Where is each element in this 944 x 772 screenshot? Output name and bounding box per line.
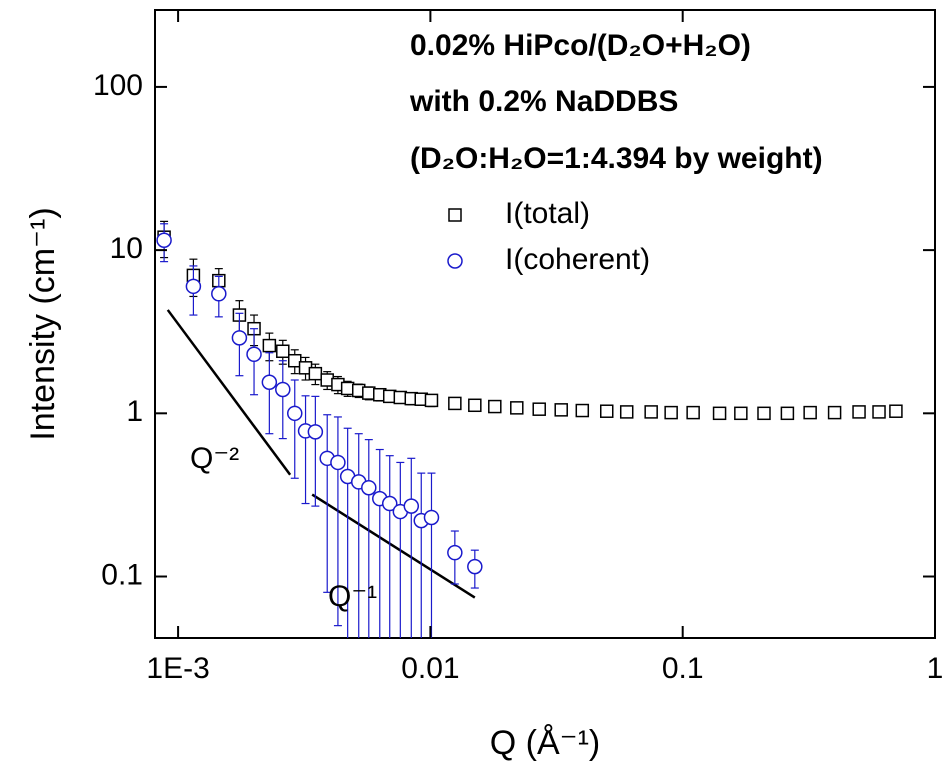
point	[423, 509, 440, 526]
point	[424, 393, 439, 408]
point	[757, 406, 771, 421]
point	[686, 405, 700, 420]
y-tick-label: 1	[126, 395, 143, 428]
point	[307, 424, 324, 440]
point	[852, 405, 866, 419]
point	[468, 398, 482, 413]
point	[510, 401, 524, 415]
point	[780, 406, 795, 421]
legend-label: I(total)	[505, 197, 590, 230]
x-tick-label: 1	[927, 652, 944, 685]
guide-line	[311, 493, 476, 599]
point	[362, 386, 376, 400]
annotation: with 0.2% NaDDBS	[409, 85, 678, 118]
point	[872, 405, 886, 419]
point	[308, 366, 323, 381]
x-tick-label: 0.1	[662, 652, 704, 685]
point	[330, 454, 346, 471]
point	[712, 406, 727, 421]
point	[288, 353, 302, 368]
point	[827, 405, 842, 420]
legend-swatch	[447, 253, 463, 269]
point	[287, 405, 303, 422]
point	[734, 406, 748, 421]
legend-label: I(coherent)	[505, 243, 650, 276]
guide-line	[166, 309, 292, 476]
point	[532, 402, 546, 416]
point	[381, 495, 398, 512]
point	[393, 390, 408, 405]
annotation: 0.02% HiPco/(D₂O+H₂O)	[410, 29, 751, 62]
point	[246, 346, 262, 363]
point	[599, 404, 614, 418]
point	[467, 558, 483, 575]
point	[554, 403, 568, 417]
point	[340, 381, 355, 396]
point	[262, 338, 277, 353]
point	[644, 405, 658, 419]
x-tick-label: 1E-3	[146, 652, 209, 685]
y-tick-label: 10	[110, 232, 143, 265]
point	[447, 544, 463, 561]
point	[276, 344, 290, 359]
annotation: (D₂O:H₂O=1:4.394 by weight)	[410, 142, 823, 175]
point	[488, 399, 502, 414]
y-tick-label: 0.1	[101, 558, 143, 591]
plot-area	[156, 220, 903, 638]
point	[231, 330, 248, 346]
point	[803, 405, 817, 420]
x-tick-label: 0.01	[401, 652, 459, 685]
x-axis-label: Q (Å⁻¹)	[490, 724, 600, 762]
y-tick-label: 100	[93, 69, 143, 102]
point	[403, 498, 420, 514]
y-axis-label: Intensity (cm⁻¹)	[24, 207, 62, 440]
point	[575, 403, 590, 418]
plot-frame	[154, 9, 936, 639]
legend-swatch	[448, 208, 462, 222]
guide-label: Q⁻²	[190, 442, 239, 475]
point	[361, 479, 377, 496]
point	[889, 404, 903, 418]
point	[261, 374, 278, 391]
point	[448, 396, 462, 411]
point	[185, 278, 202, 295]
point	[664, 405, 678, 420]
guide-label: Q⁻¹	[328, 580, 377, 613]
point	[619, 405, 634, 419]
point	[211, 286, 227, 302]
point	[156, 232, 172, 248]
point	[275, 381, 291, 398]
